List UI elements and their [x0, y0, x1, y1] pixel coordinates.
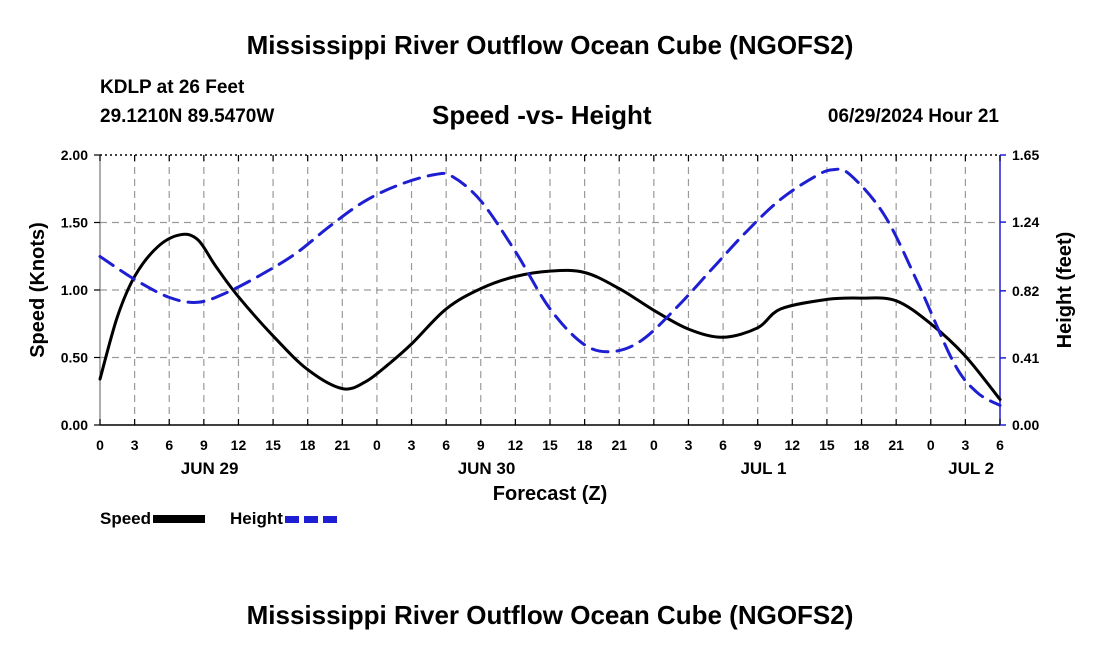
x-tick-label: 6	[996, 437, 1004, 453]
x-tick-label: 6	[719, 437, 727, 453]
y-left-tick-label: 0.50	[61, 350, 88, 366]
x-tick-label: 0	[927, 437, 935, 453]
date-label: JUL 1	[740, 459, 786, 478]
y-right-tick-label: 0.00	[1012, 417, 1039, 433]
x-tick-label: 9	[754, 437, 762, 453]
axis-ticks	[94, 154, 1006, 426]
tick-labels: 0 3 6 9 12 15 18 21 0 3 6 9 12 15 18 21 0 3 6 9 12 15 18 21 0 3 60…	[61, 147, 1040, 478]
x-tick-label: 6	[165, 437, 173, 453]
x-tick-label: 12	[508, 437, 524, 453]
x-tick-label: 0	[373, 437, 381, 453]
x-tick-label: 3	[131, 437, 139, 453]
y-right-tick-label: 1.24	[1012, 214, 1039, 230]
x-tick-label: 12	[231, 437, 247, 453]
x-tick-label: 9	[200, 437, 208, 453]
legend-speed-swatch	[153, 515, 206, 523]
station-label: KDLP at 26 Feet	[100, 77, 245, 98]
series-speed-line	[98, 232, 1002, 401]
x-tick-label: 21	[888, 437, 904, 453]
data-series	[98, 167, 1002, 407]
x-tick-label: 6	[442, 437, 450, 453]
x-tick-label: 15	[819, 437, 835, 453]
chart-subtitle: Speed -vs- Height	[432, 100, 652, 130]
legend-speed-label: Speed	[100, 509, 152, 528]
left-axis-label: Speed (Knots)	[27, 222, 49, 358]
x-tick-label: 3	[685, 437, 693, 453]
x-tick-label: 3	[408, 437, 416, 453]
legend-height: Height	[230, 509, 337, 529]
x-tick-label: 0	[650, 437, 658, 453]
x-tick-label: 3	[961, 437, 969, 453]
y-left-tick-label: 0.00	[61, 417, 88, 433]
right-axis-label: Height (feet)	[1054, 232, 1076, 349]
date-label: JUN 29	[181, 459, 239, 478]
y-right-tick-label: 0.82	[1012, 283, 1039, 299]
x-tick-label: 18	[854, 437, 870, 453]
forecast-datetime: 06/29/2024 Hour 21	[827, 106, 999, 127]
footer-title: Mississippi River Outflow Ocean Cube (NG…	[246, 600, 854, 630]
x-tick-label: 12	[785, 437, 801, 453]
x-tick-label: 15	[542, 437, 558, 453]
x-tick-label: 21	[335, 437, 351, 453]
series-height-line	[98, 167, 1002, 407]
date-label: JUN 30	[458, 459, 516, 478]
station-coords: 29.1210N 89.5470W	[100, 106, 275, 127]
y-right-tick-label: 1.65	[1012, 147, 1039, 163]
x-tick-label: 15	[265, 437, 281, 453]
x-tick-label: 18	[300, 437, 316, 453]
x-axis-label: Forecast (Z)	[493, 483, 607, 505]
x-tick-label: 21	[611, 437, 627, 453]
y-right-tick-label: 0.41	[1012, 350, 1039, 366]
y-left-tick-label: 2.00	[61, 147, 88, 163]
date-label: JUL 2	[948, 459, 994, 478]
legend-height-swatch	[284, 515, 337, 523]
grid-lines	[100, 155, 1000, 425]
y-left-tick-label: 1.00	[61, 282, 88, 298]
x-tick-label: 18	[577, 437, 593, 453]
chart-title: Mississippi River Outflow Ocean Cube (NG…	[246, 30, 854, 60]
y-left-tick-label: 1.50	[61, 215, 88, 231]
legend-speed: Speed	[100, 509, 206, 529]
legend-height-label: Height	[230, 509, 283, 528]
x-tick-label: 0	[96, 437, 104, 453]
x-tick-label: 9	[477, 437, 485, 453]
